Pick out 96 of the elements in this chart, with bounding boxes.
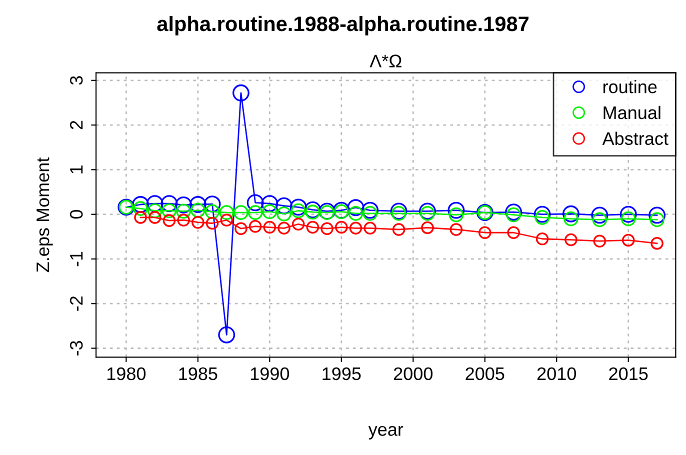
point (335, 220, 348, 234)
point (592, 212, 608, 228)
point (448, 202, 465, 219)
point (648, 206, 666, 224)
point (133, 201, 148, 216)
y-tick-label: 1 (70, 166, 83, 174)
point (362, 202, 379, 219)
point (162, 203, 177, 218)
point (262, 204, 278, 220)
x-tick-label: 2000 (394, 367, 433, 380)
point (261, 195, 278, 212)
x-tick-label: 2015 (609, 367, 648, 380)
point (650, 236, 664, 250)
x-tick-label: 1980 (107, 367, 146, 380)
point (348, 206, 364, 221)
point (390, 202, 408, 220)
point (276, 197, 292, 214)
x-tick-label: 1985 (179, 367, 218, 380)
point (160, 195, 178, 212)
point (248, 220, 262, 233)
point (246, 194, 264, 212)
y-tick-label: -1 (70, 252, 83, 266)
point (506, 207, 522, 222)
point (564, 233, 578, 246)
point (132, 196, 149, 213)
point (534, 210, 550, 225)
point (234, 222, 248, 235)
point (622, 234, 635, 247)
y-tick-label: 0 (70, 210, 83, 219)
point (391, 206, 406, 221)
point (292, 218, 305, 231)
point (564, 211, 578, 226)
point (146, 195, 164, 212)
point (204, 196, 221, 213)
point (505, 204, 522, 221)
x-tick-label: 1995 (322, 367, 361, 380)
point (349, 222, 362, 235)
point (220, 214, 233, 227)
point (534, 206, 551, 223)
legend-label: Abstract (602, 132, 668, 145)
legend-label: routine (603, 80, 657, 94)
point (507, 226, 520, 240)
point (305, 204, 320, 220)
point (189, 196, 206, 213)
y-tick-label: -2 (70, 296, 83, 311)
point (362, 206, 378, 221)
point (650, 212, 664, 228)
point (290, 203, 306, 218)
point (204, 204, 220, 220)
chart-title: alpha.routine.1988-alpha.routine.1987 (157, 16, 528, 36)
point (421, 221, 434, 234)
x-tick-label: 2010 (537, 367, 576, 380)
point (192, 216, 204, 229)
point (176, 204, 191, 219)
chart-subtitle: Λ*Ω (370, 54, 402, 68)
point (219, 205, 234, 220)
point (562, 205, 580, 222)
point (248, 205, 263, 220)
point (278, 222, 290, 235)
point (620, 211, 636, 226)
point (234, 205, 248, 220)
point (392, 223, 406, 236)
point (450, 223, 463, 236)
point (290, 198, 307, 216)
point (190, 202, 206, 218)
y-tick-label: -3 (70, 341, 83, 356)
point (306, 220, 320, 234)
x-axis-title: year (368, 426, 404, 440)
point (134, 211, 147, 224)
point (347, 199, 364, 216)
point (478, 226, 492, 240)
point (276, 206, 292, 222)
point (148, 211, 162, 224)
point (364, 222, 376, 235)
y-tick-label: 2 (70, 120, 83, 130)
point (420, 206, 435, 221)
x-tick-label: 2005 (466, 367, 504, 380)
point (320, 222, 334, 235)
point (536, 232, 549, 246)
y-axis-title: Z.eps Moment (36, 157, 53, 272)
point (218, 326, 236, 344)
point (177, 214, 190, 227)
point (448, 207, 464, 222)
point (591, 206, 608, 224)
point (147, 203, 162, 218)
point (162, 214, 176, 227)
point (232, 84, 250, 102)
point (593, 234, 606, 248)
point (419, 202, 436, 220)
point (206, 216, 219, 230)
point (263, 220, 276, 234)
x-tick-label: 1990 (250, 367, 290, 380)
point (620, 206, 637, 223)
point (175, 196, 192, 214)
y-tick-label: 3 (70, 76, 83, 85)
legend-label: Manual (604, 106, 660, 120)
